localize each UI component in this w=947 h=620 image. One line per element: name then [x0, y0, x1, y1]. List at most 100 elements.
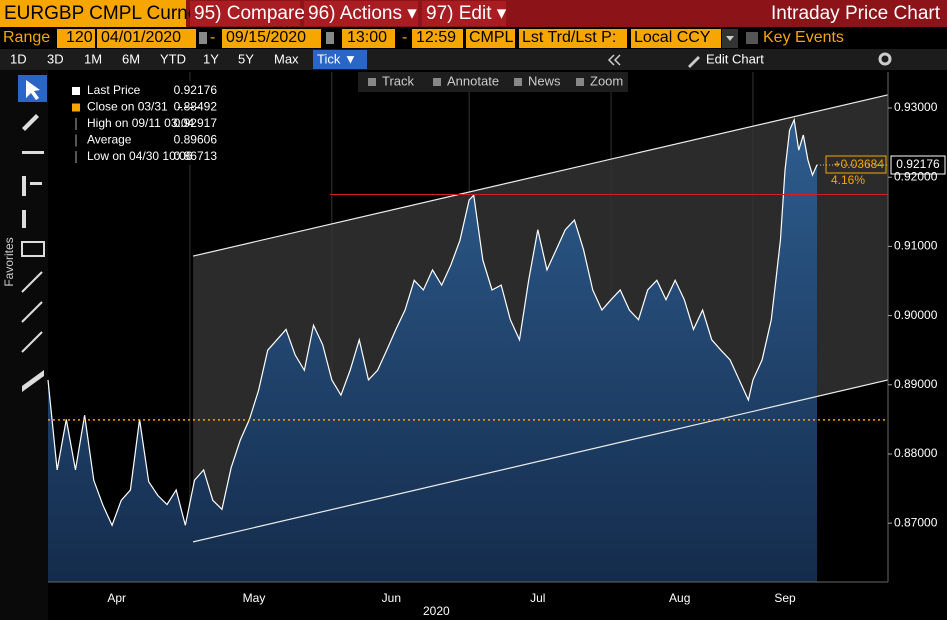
y-tick-label: 0.93000	[894, 100, 938, 114]
end-date-field[interactable]	[222, 29, 321, 48]
legend-value: 0.92176	[174, 83, 218, 97]
drawing-toolbar	[0, 70, 48, 620]
end-date: 09/15/2020	[226, 29, 306, 46]
calendar-icon[interactable]	[199, 32, 207, 44]
legend-value: 0.86713	[174, 149, 218, 163]
tool-icon[interactable]	[576, 78, 584, 86]
y-tick-label: 0.91000	[894, 239, 938, 253]
collapse-icon[interactable]	[607, 54, 621, 66]
y-tick-label: 0.90000	[894, 308, 938, 322]
chart-tool[interactable]: News	[528, 73, 561, 88]
period-button[interactable]: 1D	[10, 51, 27, 66]
calendar-icon[interactable]	[326, 32, 334, 44]
start-date-field[interactable]	[97, 29, 196, 48]
range-label: Range	[3, 29, 50, 46]
start-time: 13:00	[347, 29, 387, 46]
period-button[interactable]: 1Y	[203, 51, 219, 66]
pen-icon[interactable]	[22, 114, 39, 131]
legend-value: 0.89606	[174, 133, 218, 147]
y-tick-label: 0.88000	[894, 446, 938, 460]
source-field[interactable]	[466, 29, 515, 48]
legend-label: Low on 04/30 10:06	[87, 149, 193, 163]
y-tick-label: 0.89000	[894, 377, 938, 391]
legend-label: Close on 03/31	[87, 100, 168, 114]
favorites[interactable]: Favorites	[2, 237, 16, 286]
field-selector[interactable]	[519, 29, 627, 48]
end-time: 12:59	[416, 29, 456, 46]
rectangle-icon[interactable]	[21, 241, 45, 257]
period-button[interactable]: 5Y	[238, 51, 254, 66]
line-icon[interactable]	[22, 151, 44, 154]
period-field[interactable]	[57, 29, 95, 48]
legend: Last Price 0.92176 Close on 03/31 0.88492 Hi…	[72, 83, 217, 163]
period-button[interactable]: 3D	[47, 51, 64, 66]
legend-swatch	[72, 87, 80, 95]
chart-tools: Track Annotate News Zoom	[368, 73, 623, 88]
period-button[interactable]: Max	[274, 51, 299, 66]
legend-value: 0.92917	[174, 116, 218, 130]
currency: Local CCY	[634, 29, 711, 46]
x-tick-label: Sep	[774, 591, 796, 605]
x-axis-label: 2020	[423, 604, 450, 618]
security-field[interactable]	[0, 0, 186, 27]
legend-box	[60, 81, 220, 165]
chart-toolbar	[358, 72, 628, 92]
channel-icon[interactable]	[21, 301, 43, 323]
chart-tool[interactable]: Zoom	[590, 73, 623, 88]
compare: 95) Compare	[194, 3, 305, 24]
end-time-field[interactable]	[412, 29, 463, 48]
legend-swatch	[72, 103, 80, 112]
period-button[interactable]: 1M	[84, 51, 102, 66]
last-price-box	[890, 155, 946, 175]
channel-upper	[192, 94, 889, 257]
checkbox[interactable]	[746, 32, 758, 44]
trend-icon[interactable]	[21, 271, 43, 293]
change-label: +0.03684	[834, 157, 885, 171]
tool-icon[interactable]	[514, 78, 522, 86]
change-pct-label: 4.16%	[831, 173, 865, 187]
settings-icon[interactable]	[878, 52, 892, 66]
period-button[interactable]: YTD	[160, 51, 186, 66]
chart-tool[interactable]: Track	[382, 73, 415, 88]
change-box	[825, 155, 887, 174]
legend-label: High on 09/11 03:04	[87, 116, 195, 130]
field: Lst Trd/Lst P:	[522, 29, 616, 46]
pointer-icon	[26, 80, 40, 100]
legend-label: Last Price	[87, 83, 141, 97]
price-area	[48, 119, 818, 583]
fib-icon[interactable]	[22, 370, 44, 392]
x-tick-label: Apr	[107, 591, 126, 605]
start-date: 04/01/2020	[101, 29, 181, 46]
period-button[interactable]: 6M	[122, 51, 140, 66]
separator: -	[402, 29, 407, 46]
ray-icon[interactable]	[21, 331, 43, 353]
frequency-button[interactable]	[313, 50, 367, 69]
compare-button[interactable]	[190, 1, 300, 26]
edit-chart[interactable]: Edit Chart	[706, 51, 764, 66]
security: EURGBP CMPL Curnc	[4, 3, 197, 24]
source: CMPL	[469, 29, 514, 46]
text-icon[interactable]	[22, 176, 26, 196]
key-events: Key Events	[763, 29, 844, 46]
price-line	[47, 117, 818, 527]
edit: 97) Edit ▾	[426, 3, 507, 24]
last-price-label: 0.92176	[896, 157, 940, 171]
x-tick-label: Aug	[669, 591, 690, 605]
start-time-field[interactable]	[342, 29, 395, 48]
channel-lower	[192, 379, 889, 543]
dropdown-arrow	[726, 36, 734, 41]
tool-icons	[21, 114, 45, 392]
chart-tool[interactable]: Annotate	[447, 73, 499, 88]
edit-button[interactable]	[422, 1, 506, 26]
x-tick-label: May	[243, 591, 266, 605]
text-icon-bar	[30, 182, 42, 185]
percent-icon[interactable]	[22, 210, 26, 228]
frequency: Tick ▼	[317, 51, 357, 66]
actions-button[interactable]	[304, 1, 418, 26]
tool-icon[interactable]	[433, 78, 441, 86]
tool-icon[interactable]	[368, 78, 376, 86]
period: 120	[66, 29, 93, 46]
currency-field[interactable]	[631, 29, 721, 48]
x-tick-label: Jun	[382, 591, 401, 605]
